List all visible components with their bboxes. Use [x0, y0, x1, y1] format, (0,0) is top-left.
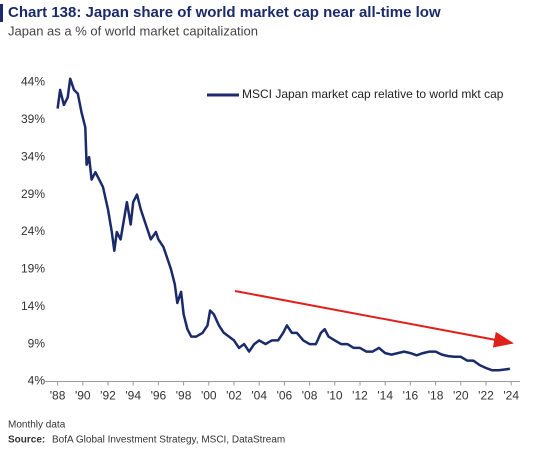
y-tick-label: 39%: [21, 112, 45, 126]
notes: Monthly data: [8, 420, 66, 431]
chart-title: Chart 138: Japan share of world market c…: [8, 4, 441, 21]
x-tick-label: '00: [201, 389, 217, 403]
x-tick-label: '12: [352, 389, 368, 403]
y-tick-label: 19%: [21, 262, 45, 276]
y-tick-label: 9%: [28, 336, 46, 350]
x-tick-label: '14: [377, 389, 393, 403]
chart-subtitle: Japan as a % of world market capitalizat…: [8, 23, 258, 38]
y-tick-label: 29%: [21, 187, 45, 201]
x-tick-label: '20: [453, 389, 469, 403]
x-tick-label: '04: [251, 389, 267, 403]
x-tick-label: '18: [428, 389, 444, 403]
x-tick-label: '22: [478, 389, 494, 403]
x-tick-label: '88: [50, 389, 66, 403]
x-tick-label: '90: [75, 389, 91, 403]
x-tick-label: '92: [100, 389, 116, 403]
source: BofA Global Investment Strategy, MSCI, D…: [52, 435, 285, 446]
y-tick-label: 4%: [28, 374, 46, 388]
source-label: Source:: [8, 435, 45, 446]
x-tick-label: '24: [503, 389, 519, 403]
x-tick-label: '96: [151, 389, 167, 403]
x-tick-label: '10: [327, 389, 343, 403]
x-tick-label: '16: [403, 389, 419, 403]
x-tick-label: '98: [176, 389, 192, 403]
y-tick-label: 14%: [21, 299, 45, 313]
x-tick-label: '06: [277, 389, 293, 403]
x-tick-label: '02: [226, 389, 242, 403]
title-marker: [0, 4, 3, 22]
x-tick-label: '08: [302, 389, 318, 403]
x-tick-label: '94: [125, 389, 141, 403]
y-tick-label: 44%: [21, 75, 45, 89]
y-tick-label: 34%: [21, 149, 45, 163]
y-tick-label: 24%: [21, 224, 45, 238]
trend-arrow: [234, 290, 514, 348]
data-line: [56, 77, 511, 372]
legend-label: MSCI Japan market cap relative to world …: [242, 87, 504, 101]
